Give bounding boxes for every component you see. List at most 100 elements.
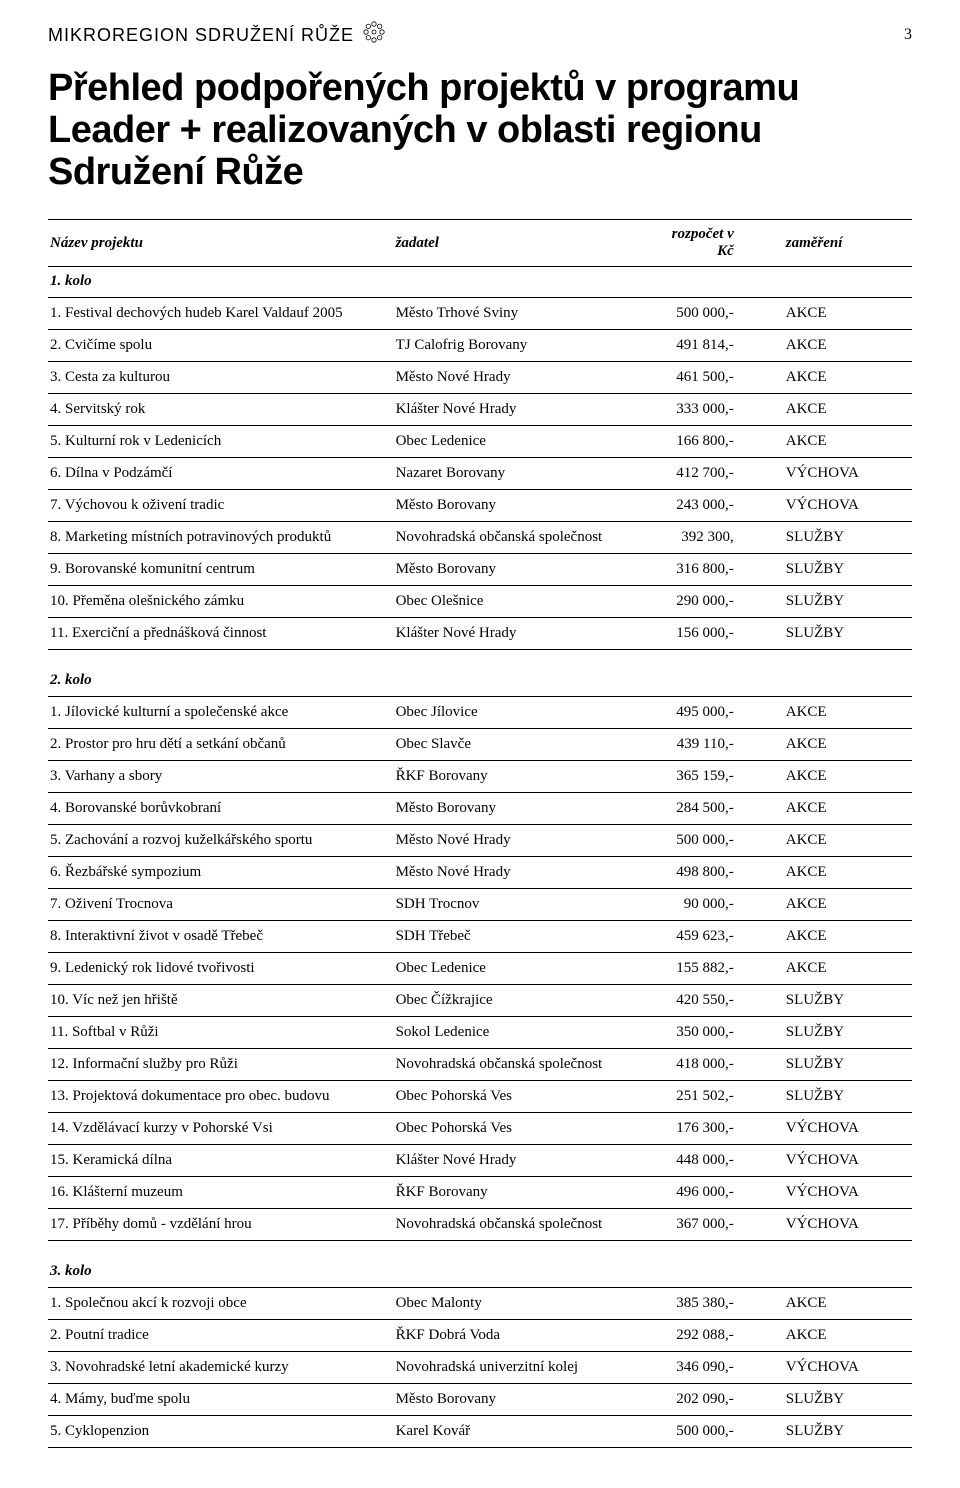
cell-budget: 290 000,- (653, 586, 774, 618)
cell-focus: SLUŽBY (774, 1081, 912, 1113)
table-row: 17. Příběhy domů - vzdělání hrouNovohrad… (48, 1209, 912, 1241)
cell-project: 4. Mámy, buďme spolu (48, 1384, 394, 1416)
cell-applicant: SDH Třebeč (394, 921, 653, 953)
cell-focus: SLUŽBY (774, 1416, 912, 1448)
col-applicant: žadatel (394, 220, 653, 267)
cell-project: 4. Borovanské borůvkobraní (48, 793, 394, 825)
table-row: 1. Jílovické kulturní a společenské akce… (48, 697, 912, 729)
cell-project: 6. Řezbářské sympozium (48, 857, 394, 889)
ornament-icon (362, 20, 386, 50)
cell-project: 17. Příběhy domů - vzdělání hrou (48, 1209, 394, 1241)
cell-project: 4. Servitský rok (48, 394, 394, 426)
cell-applicant: Obec Pohorská Ves (394, 1113, 653, 1145)
cell-budget: 500 000,- (653, 298, 774, 330)
table-row: 16. Klášterní muzeumŘKF Borovany496 000,… (48, 1177, 912, 1209)
cell-project: 3. Varhany a sbory (48, 761, 394, 793)
cell-budget: 420 550,- (653, 985, 774, 1017)
cell-focus: AKCE (774, 953, 912, 985)
cell-applicant: SDH Trocnov (394, 889, 653, 921)
cell-project: 7. Oživení Trocnova (48, 889, 394, 921)
cell-budget: 496 000,- (653, 1177, 774, 1209)
cell-budget: 202 090,- (653, 1384, 774, 1416)
cell-budget: 350 000,- (653, 1017, 774, 1049)
cell-budget: 448 000,- (653, 1145, 774, 1177)
cell-focus: AKCE (774, 1320, 912, 1352)
cell-project: 11. Softbal v Růži (48, 1017, 394, 1049)
section-title: 2. kolo (48, 650, 912, 697)
cell-budget: 439 110,- (653, 729, 774, 761)
cell-focus: VÝCHOVA (774, 1145, 912, 1177)
cell-budget: 500 000,- (653, 825, 774, 857)
cell-applicant: Město Nové Hrady (394, 857, 653, 889)
table-row: 3. Varhany a sboryŘKF Borovany365 159,-A… (48, 761, 912, 793)
table-row: 7. Oživení TrocnovaSDH Trocnov90 000,-AK… (48, 889, 912, 921)
cell-focus: SLUŽBY (774, 1384, 912, 1416)
cell-budget: 367 000,- (653, 1209, 774, 1241)
cell-applicant: Klášter Nové Hrady (394, 1145, 653, 1177)
table-row: 12. Informační služby pro RůžiNovohradsk… (48, 1049, 912, 1081)
cell-focus: VÝCHOVA (774, 458, 912, 490)
cell-project: 1. Jílovické kulturní a společenské akce (48, 697, 394, 729)
cell-budget: 166 800,- (653, 426, 774, 458)
table-row: 4. Borovanské borůvkobraníMěsto Borovany… (48, 793, 912, 825)
cell-applicant: Novohradská občanská společnost (394, 522, 653, 554)
cell-focus: SLUŽBY (774, 985, 912, 1017)
cell-focus: AKCE (774, 330, 912, 362)
cell-applicant: Obec Ledenice (394, 953, 653, 985)
cell-budget: 284 500,- (653, 793, 774, 825)
cell-focus: AKCE (774, 362, 912, 394)
page-number: 3 (904, 26, 912, 44)
cell-budget: 333 000,- (653, 394, 774, 426)
cell-focus: AKCE (774, 793, 912, 825)
projects-table: Název projektu žadatel rozpočet v Kč zam… (48, 219, 912, 1448)
cell-applicant: Město Trhové Sviny (394, 298, 653, 330)
cell-project: 6. Dílna v Podzámčí (48, 458, 394, 490)
cell-focus: SLUŽBY (774, 522, 912, 554)
table-row: 11. Softbal v RůžiSokol Ledenice350 000,… (48, 1017, 912, 1049)
cell-budget: 392 300, (653, 522, 774, 554)
table-row: 10. Víc než jen hřištěObec Čížkrajice420… (48, 985, 912, 1017)
cell-focus: VÝCHOVA (774, 1113, 912, 1145)
table-row: 2. Prostor pro hru dětí a setkání občanů… (48, 729, 912, 761)
cell-applicant: Nazaret Borovany (394, 458, 653, 490)
main-title: Přehled podpořených projektů v programu … (48, 68, 912, 193)
table-row: 1. Festival dechových hudeb Karel Valdau… (48, 298, 912, 330)
cell-project: 3. Cesta za kulturou (48, 362, 394, 394)
cell-focus: SLUŽBY (774, 1049, 912, 1081)
col-budget: rozpočet v Kč (653, 220, 774, 267)
table-row: 11. Exerciční a přednášková činnostKlášt… (48, 618, 912, 650)
cell-budget: 412 700,- (653, 458, 774, 490)
cell-budget: 90 000,- (653, 889, 774, 921)
cell-applicant: Město Borovany (394, 793, 653, 825)
cell-focus: AKCE (774, 426, 912, 458)
cell-project: 5. Cyklopenzion (48, 1416, 394, 1448)
cell-applicant: Klášter Nové Hrady (394, 394, 653, 426)
cell-focus: AKCE (774, 761, 912, 793)
table-row: 5. Kulturní rok v LedenicíchObec Ledenic… (48, 426, 912, 458)
cell-applicant: Obec Čížkrajice (394, 985, 653, 1017)
table-row: 8. Marketing místních potravinových prod… (48, 522, 912, 554)
cell-applicant: Klášter Nové Hrady (394, 618, 653, 650)
cell-budget: 292 088,- (653, 1320, 774, 1352)
section-heading: 2. kolo (48, 650, 912, 697)
table-row: 13. Projektová dokumentace pro obec. bud… (48, 1081, 912, 1113)
cell-budget: 346 090,- (653, 1352, 774, 1384)
header-title: MIKROREGION SDRUŽENÍ RŮŽE (48, 25, 354, 46)
table-row: 10. Přeměna olešnického zámkuObec Olešni… (48, 586, 912, 618)
cell-project: 5. Zachování a rozvoj kuželkářského spor… (48, 825, 394, 857)
table-row: 3. Novohradské letní akademické kurzyNov… (48, 1352, 912, 1384)
cell-applicant: Obec Ledenice (394, 426, 653, 458)
table-row: 5. CyklopenzionKarel Kovář500 000,-SLUŽB… (48, 1416, 912, 1448)
section-title: 1. kolo (48, 267, 912, 298)
cell-project: 9. Borovanské komunitní centrum (48, 554, 394, 586)
cell-project: 2. Prostor pro hru dětí a setkání občanů (48, 729, 394, 761)
cell-budget: 461 500,- (653, 362, 774, 394)
cell-project: 10. Víc než jen hřiště (48, 985, 394, 1017)
cell-budget: 365 159,- (653, 761, 774, 793)
table-row: 2. Poutní tradiceŘKF Dobrá Voda292 088,-… (48, 1320, 912, 1352)
cell-focus: VÝCHOVA (774, 1177, 912, 1209)
cell-focus: SLUŽBY (774, 554, 912, 586)
cell-budget: 251 502,- (653, 1081, 774, 1113)
cell-project: 9. Ledenický rok lidové tvořivosti (48, 953, 394, 985)
cell-budget: 418 000,- (653, 1049, 774, 1081)
